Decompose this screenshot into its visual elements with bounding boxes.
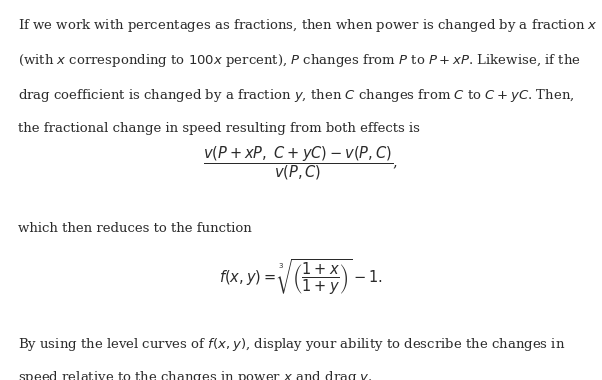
Text: drag coefficient is changed by a fraction $y$, then $C$ changes from $C$ to $C+y: drag coefficient is changed by a fractio… xyxy=(18,87,575,104)
Text: which then reduces to the function: which then reduces to the function xyxy=(18,222,252,235)
Text: the fractional change in speed resulting from both effects is: the fractional change in speed resulting… xyxy=(18,122,420,135)
Text: (with $x$ corresponding to $100x$ percent), $P$ changes from $P$ to $P+xP$. Like: (with $x$ corresponding to $100x$ percen… xyxy=(18,52,581,69)
Text: By using the level curves of $f(x,y)$, display your ability to describe the chan: By using the level curves of $f(x,y)$, d… xyxy=(18,336,565,353)
Text: speed relative to the changes in power $x$ and drag $y$.: speed relative to the changes in power $… xyxy=(18,369,373,380)
Text: If we work with percentages as fractions, then when power is changed by a fracti: If we work with percentages as fractions… xyxy=(18,17,598,34)
Text: $\dfrac{v(P+xP,\ C+yC) - v(P,C)}{v(P,C)}$,: $\dfrac{v(P+xP,\ C+yC) - v(P,C)}{v(P,C)}… xyxy=(203,145,399,182)
Text: $f(x, y) = \sqrt[3]{\left(\dfrac{1+x}{1+y}\right)} - 1.$: $f(x, y) = \sqrt[3]{\left(\dfrac{1+x}{1+… xyxy=(219,258,383,297)
